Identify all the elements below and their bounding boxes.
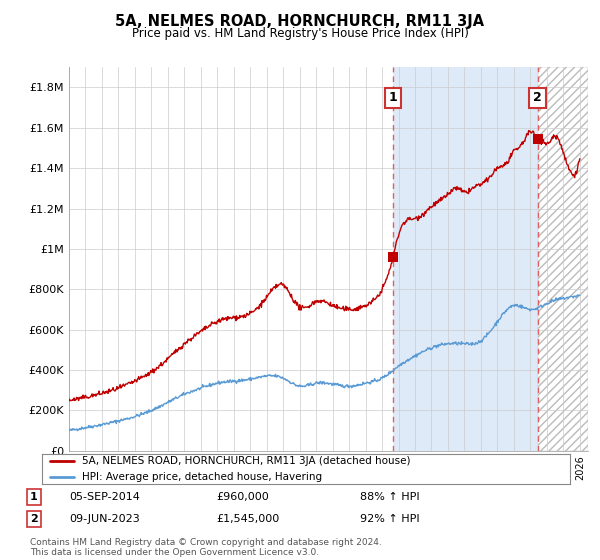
Bar <box>538 67 588 451</box>
Text: HPI: Average price, detached house, Havering: HPI: Average price, detached house, Have… <box>82 472 322 482</box>
Text: 05-SEP-2014: 05-SEP-2014 <box>69 492 140 502</box>
Bar <box>538 67 588 451</box>
Text: £960,000: £960,000 <box>216 492 269 502</box>
Text: 5A, NELMES ROAD, HORNCHURCH, RM11 3JA (detached house): 5A, NELMES ROAD, HORNCHURCH, RM11 3JA (d… <box>82 456 410 466</box>
Text: 1: 1 <box>389 91 397 104</box>
Text: 5A, NELMES ROAD, HORNCHURCH, RM11 3JA: 5A, NELMES ROAD, HORNCHURCH, RM11 3JA <box>115 14 485 29</box>
Text: 92% ↑ HPI: 92% ↑ HPI <box>360 514 419 524</box>
Text: 2: 2 <box>30 514 38 524</box>
Text: Contains HM Land Registry data © Crown copyright and database right 2024.
This d: Contains HM Land Registry data © Crown c… <box>30 538 382 557</box>
Text: Price paid vs. HM Land Registry's House Price Index (HPI): Price paid vs. HM Land Registry's House … <box>131 27 469 40</box>
Text: 1: 1 <box>30 492 38 502</box>
Text: 2: 2 <box>533 91 542 104</box>
Text: £1,545,000: £1,545,000 <box>216 514 279 524</box>
Text: 88% ↑ HPI: 88% ↑ HPI <box>360 492 419 502</box>
Bar <box>393 67 538 451</box>
Text: 09-JUN-2023: 09-JUN-2023 <box>69 514 140 524</box>
